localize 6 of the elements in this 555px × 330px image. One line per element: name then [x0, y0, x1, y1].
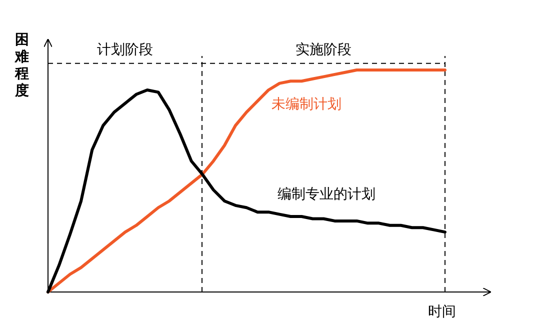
series-label: 未编制计划	[272, 96, 342, 112]
series-label: 编制专业的计划	[278, 186, 376, 202]
y-axis-title: 困难程度	[14, 32, 29, 99]
x-axis-title: 时间	[428, 304, 456, 320]
text: 计划阶段	[97, 42, 153, 58]
text: 实施阶段	[296, 42, 352, 58]
